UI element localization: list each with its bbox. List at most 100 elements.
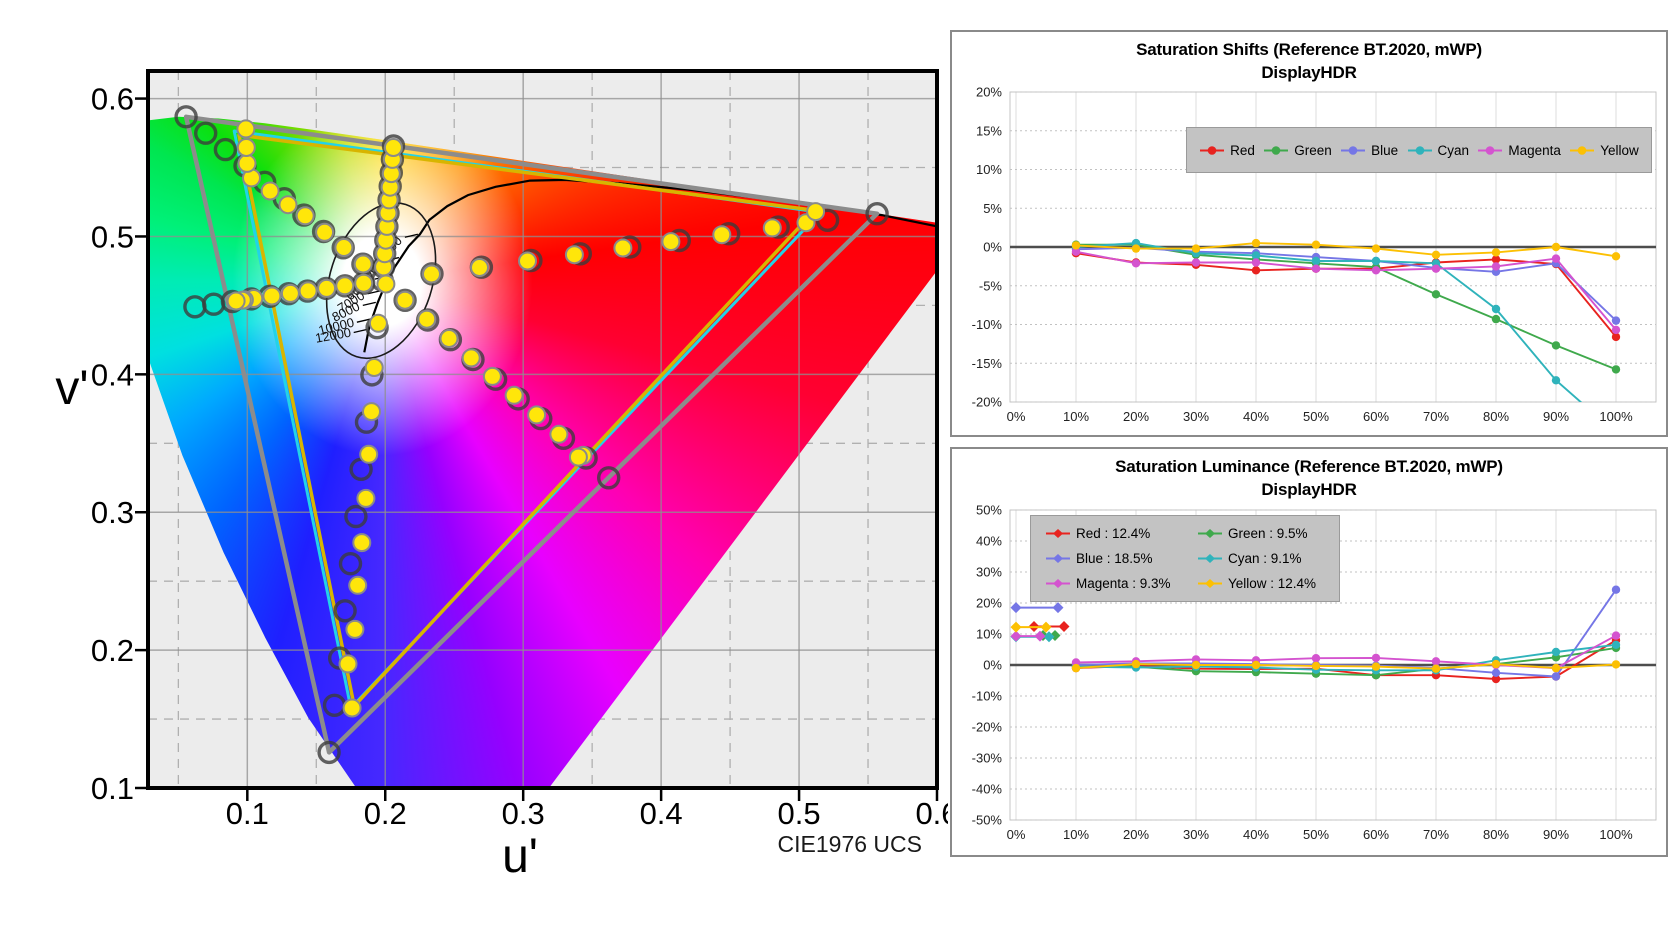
temperature-tick	[356, 318, 371, 323]
series-point-green	[1611, 365, 1621, 374]
x-tick-label: 30%	[1183, 409, 1209, 424]
series-point-magenta	[1371, 653, 1381, 663]
series-point-yellow	[1431, 250, 1441, 259]
shift-chart-title: Saturation Shifts (Reference BT.2020, mW…	[1136, 40, 1482, 59]
series-point-magenta	[1431, 657, 1441, 666]
measured-point-cyan	[280, 283, 300, 303]
y-tick-label: 0.1	[91, 771, 134, 806]
series-line-yellow	[1075, 663, 1617, 670]
ref-level-diamond-yellow	[1040, 621, 1052, 633]
series-line-green	[1076, 646, 1617, 677]
series-point-red	[1491, 674, 1501, 684]
series-point-green	[1491, 314, 1501, 324]
series-point-cyan	[1612, 429, 1620, 435]
series-point-yellow	[1071, 241, 1081, 250]
y-tick-label: 50%	[976, 503, 1002, 518]
series-point-yellow	[1611, 660, 1621, 669]
reference-point-blue	[317, 740, 341, 765]
y-tick-label: 30%	[976, 565, 1002, 580]
legend-label: Yellow	[1600, 142, 1639, 158]
series-point-magenta	[1431, 264, 1441, 273]
series-point-yellow	[1131, 244, 1141, 253]
x-tick-label: 0%	[1007, 827, 1026, 842]
series-point-cyan	[1611, 640, 1621, 649]
legend-entry-blue: Blue	[1340, 143, 1398, 158]
temperature-tick	[404, 233, 419, 238]
legend-marker-dot	[1207, 145, 1217, 155]
x-tick-label: 60%	[1363, 827, 1389, 842]
legend-marker-icon	[1198, 529, 1222, 538]
measured-point-blue	[348, 575, 368, 595]
measured-point-magenta	[395, 290, 415, 310]
x-tick-label: 80%	[1483, 827, 1509, 842]
y-tick-label: -15%	[972, 356, 1003, 371]
y-tick-label: 0.6	[91, 82, 134, 117]
x-tick-label: 60%	[1363, 409, 1389, 424]
series-point-yellow	[1311, 661, 1321, 671]
legend-marker-dot	[1486, 145, 1495, 155]
measured-point-cyan	[226, 291, 246, 311]
legend-label: Green	[1294, 142, 1332, 158]
y-tick-label: 0.4	[91, 357, 134, 392]
reference-point-magenta	[393, 288, 417, 312]
lum-chart-subtitle: DisplayHDR	[1261, 480, 1357, 499]
temperature-tick	[362, 301, 376, 307]
measured-point-blue	[345, 619, 365, 639]
ref-level-diamond-blue	[1010, 602, 1022, 614]
y-tick-label: -5%	[979, 278, 1003, 293]
x-tick-label: 0.2	[364, 796, 407, 831]
series-point-cyan	[1551, 376, 1561, 385]
series-point-red	[1611, 332, 1621, 342]
measured-point-magenta	[527, 405, 547, 425]
legend-entry-cyan: Cyan : 9.1%	[1197, 551, 1325, 566]
ref-level-diamond-magenta	[1010, 630, 1022, 642]
series-point-green	[1551, 341, 1561, 350]
reference-point-blue	[344, 504, 368, 529]
measured-point-green	[236, 138, 256, 157]
measured-point-green	[236, 119, 256, 139]
measured-point-blue	[364, 358, 384, 377]
legend-label: Blue : 18.5%	[1076, 551, 1153, 566]
y-tick-label: -20%	[972, 395, 1003, 410]
y-tick-label: 0.5	[91, 219, 134, 254]
saturation_shifts-plot: -20% -15% -10% -5% 5% 10% 15% 20% 0% 0% 10% 20% 30% 4…	[972, 85, 1657, 435]
ref-level-diamond-yellow	[1010, 621, 1022, 633]
series-point-yellow	[1371, 662, 1381, 671]
measured-point-cyan	[298, 281, 318, 301]
series-point-magenta	[1491, 262, 1501, 271]
measured-point-cyan	[354, 273, 374, 293]
measured-point-magenta	[504, 385, 524, 405]
x-tick-label: 70%	[1423, 827, 1449, 842]
series-point-magenta	[1311, 264, 1321, 273]
measured-point-green	[353, 254, 373, 274]
ref-level-diamond-magenta	[1034, 630, 1046, 642]
y-tick-label: 40%	[976, 534, 1002, 549]
legend-marker-icon	[1046, 554, 1070, 563]
measured-point-green	[295, 206, 315, 226]
cie-x-axis-label: u'	[502, 830, 538, 883]
y-tick-label: 20%	[976, 85, 1002, 100]
legend-entry-magenta: Magenta	[1477, 143, 1561, 158]
measured-point-red	[564, 245, 584, 265]
measured-point-magenta	[417, 309, 437, 329]
legend-label: Red	[1230, 142, 1255, 158]
measured-point-green	[278, 195, 298, 215]
measured-point-blue	[359, 444, 379, 464]
temperature-tick	[353, 328, 367, 334]
legend-entry-cyan: Cyan	[1407, 143, 1469, 158]
reference-point-blue	[333, 599, 357, 623]
series-line-blue	[1075, 246, 1617, 322]
x-tick-label: 0.5	[778, 796, 821, 831]
series-point-blue	[1491, 668, 1501, 677]
legend-marker-icon	[1264, 145, 1289, 155]
reference-point-blue	[322, 693, 347, 717]
cie-y-axis-label: v'	[55, 362, 88, 415]
x-tick-label: 40%	[1243, 409, 1269, 424]
legend-entry-red: Red : 12.4%	[1045, 526, 1173, 541]
cie-caption: CIE1976 UCS	[778, 831, 922, 857]
legend-marker-dot	[1577, 145, 1587, 155]
measured-point-magenta	[568, 447, 588, 467]
series-point-yellow	[1431, 664, 1441, 673]
y-tick-label: 0%	[983, 240, 1002, 255]
series-point-green	[1431, 290, 1441, 299]
